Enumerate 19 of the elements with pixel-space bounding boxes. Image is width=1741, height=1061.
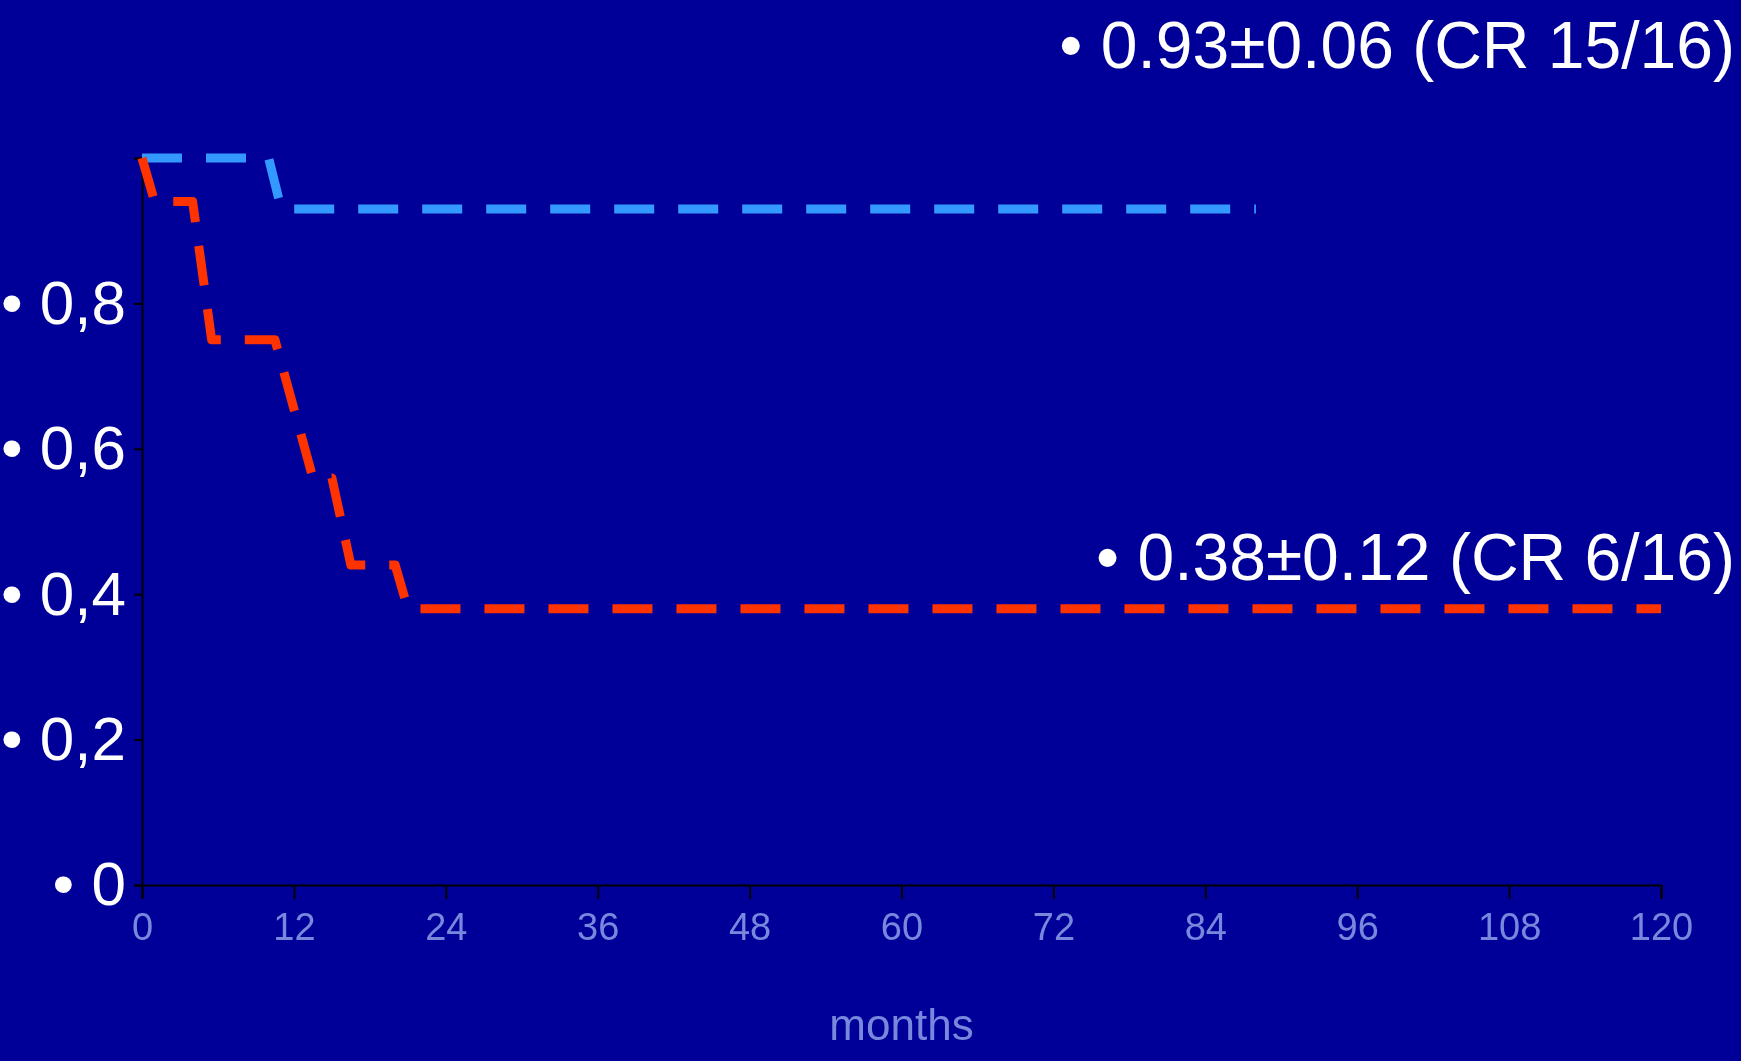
y-tick-label: • 0,6 — [0, 413, 126, 483]
x-tick-label: 48 — [728, 905, 772, 948]
annotation: • 0.38±0.12 (CR 6/16) — [1096, 520, 1735, 594]
x-tick-label: 84 — [1184, 905, 1227, 948]
x-tick-label: 12 — [273, 905, 316, 948]
x-tick-label: 108 — [1477, 905, 1542, 948]
y-tick-label: • 0,4 — [0, 558, 126, 628]
x-tick-label: 0 — [131, 905, 154, 948]
x-axis-title: months — [829, 1000, 974, 1049]
text: • 0.93±0.06 (CR 15/16) — [1059, 8, 1735, 82]
x-tick-label: 24 — [425, 905, 468, 948]
y-tick-label: • 0,8 — [0, 267, 126, 337]
x-tick-label: 36 — [577, 905, 620, 948]
x-tick-label: 72 — [1032, 905, 1076, 948]
x-tick-label: 96 — [1336, 905, 1379, 948]
x-tick-label: 60 — [880, 905, 924, 948]
x-tick-label: 120 — [1629, 905, 1694, 948]
y-tick-label: • 0,2 — [0, 703, 126, 773]
y-tick-label: • 0 — [52, 849, 126, 919]
